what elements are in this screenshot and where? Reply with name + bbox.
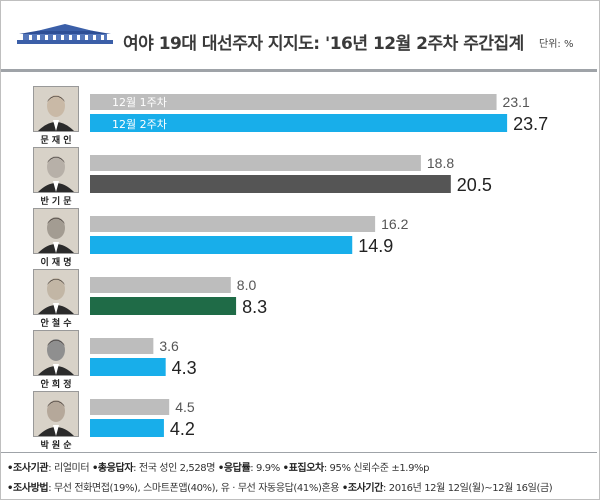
value-label-week1: 3.6 (159, 338, 179, 354)
chart-title: 여야 19대 대선주자 지지도: '16년 12월 2주차 주간집계 (123, 34, 524, 54)
bar-week2 (90, 114, 508, 132)
candidate-name: 안 철 수 (40, 319, 72, 329)
footer-label: •조사방법 (7, 483, 49, 494)
footer-value: : 전국 성인 2,528명 (133, 463, 218, 474)
bar-week2 (90, 358, 166, 376)
footer-value: : 무선 전화면접(19%), 스마트폰앱(40%), 유 · 무선 자동응답(… (48, 483, 342, 494)
footer-label: •표집오차 (282, 463, 325, 474)
portrait-icon (33, 330, 79, 376)
candidate-name: 반 기 문 (40, 197, 72, 207)
unit-label: 단위: % (539, 39, 574, 50)
header: 여야 19대 대선주자 지지도: '16년 12월 2주차 주간집계 단위: % (1, 1, 597, 71)
footer-value: : 리얼미터 (48, 463, 92, 474)
footer-label: •응답률 (217, 463, 251, 474)
legend-week2: 12월 2주차 (112, 118, 167, 131)
bar-week2 (90, 297, 237, 315)
value-label-week1: 23.1 (503, 94, 530, 110)
portrait-icon (33, 86, 79, 132)
value-label-week1: 18.8 (427, 155, 454, 171)
bar-week1 (90, 155, 421, 171)
footer-line-2: •조사방법: 무선 전화면접(19%), 스마트폰앱(40%), 유 · 무선 … (7, 479, 553, 494)
value-label-week1: 16.2 (381, 216, 408, 232)
value-label-week2: 20.5 (457, 175, 492, 195)
bar-week1 (90, 399, 170, 415)
value-label-week1: 4.5 (175, 399, 195, 415)
footer-label: •조사기관 (7, 463, 49, 474)
bar-week2 (90, 175, 451, 193)
footer-label: •조사기간 (341, 483, 384, 494)
value-label-week1: 8.0 (237, 277, 257, 293)
bar-week1 (90, 338, 154, 354)
header-divider (1, 69, 597, 72)
portrait-icon (33, 147, 79, 193)
value-label-week2: 14.9 (358, 236, 393, 256)
bar-week1 (90, 277, 231, 293)
candidate-name: 박 원 순 (40, 441, 72, 451)
footer-value: : 2016년 12월 12일(월)~12월 16일(금) (383, 483, 553, 494)
portrait-icon (33, 208, 79, 254)
candidate-name: 문 재 인 (40, 136, 72, 146)
footer-value: : 9.9% (250, 463, 283, 474)
value-label-week2: 4.3 (172, 358, 197, 378)
footer-line-1: •조사기관: 리얼미터 •총응답자: 전국 성인 2,528명 •응답률: 9.… (7, 459, 429, 474)
candidate-name: 이 재 명 (40, 258, 72, 268)
bar-week1 (90, 216, 376, 232)
blue-house-logo (17, 24, 113, 44)
survey-footer: •조사기관: 리얼미터 •총응답자: 전국 성인 2,528명 •응답률: 9.… (1, 452, 597, 499)
portrait-icon (33, 391, 79, 437)
candidate-name: 안 희 정 (40, 380, 72, 390)
portrait-icon (33, 269, 79, 315)
footer-label: •총응답자 (91, 463, 134, 474)
legend-week1: 12월 1주차 (112, 96, 167, 109)
bar-week2 (90, 236, 353, 254)
value-label-week2: 8.3 (242, 297, 267, 317)
bar-week1 (90, 94, 497, 110)
bar-chart: 23.1 23.7 12월 1주차 12월 2주차 18.820.5 16.2 14.9 8.… (90, 94, 548, 439)
footer-value: : 95% 신뢰수준 ±1.9%p (323, 463, 430, 474)
value-label-week2: 23.7 (513, 114, 548, 134)
bar-week2 (90, 419, 164, 437)
value-label-week2: 4.2 (170, 419, 195, 439)
